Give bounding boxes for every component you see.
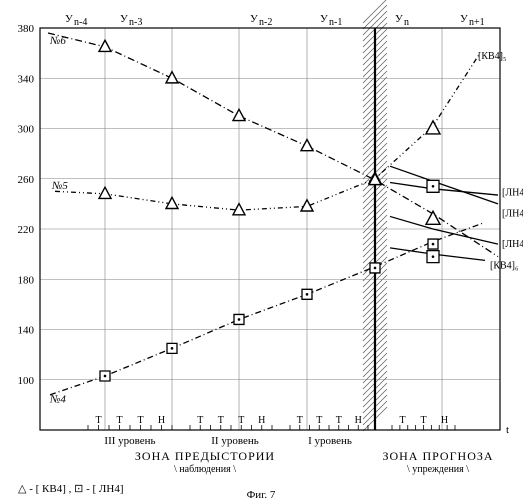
svg-text:У: У [65, 13, 73, 25]
svg-text:340: 340 [18, 73, 35, 85]
svg-text:Т: Т [420, 415, 426, 426]
svg-text:\ наблюдения \: \ наблюдения \ [174, 464, 236, 475]
svg-text:Т: Т [297, 415, 303, 426]
svg-text:[ЛН4]₆: [ЛН4]₆ [502, 208, 523, 219]
svg-text:Н: Н [158, 415, 165, 426]
svg-text:380: 380 [18, 23, 35, 35]
svg-text:III уровень: III уровень [104, 435, 155, 447]
svg-text:[КВ4]₅: [КВ4]₅ [478, 51, 507, 62]
svg-text:Т: Т [399, 415, 405, 426]
svg-text:△ - [ КВ4] , ⊡ - [ ЛН4]: △ - [ КВ4] , ⊡ - [ ЛН4] [18, 483, 123, 495]
svg-text:У: У [395, 13, 403, 25]
svg-text:Фиг. 7: Фиг. 7 [247, 489, 276, 500]
svg-text:n: n [404, 17, 409, 28]
svg-text:№4: №4 [49, 394, 66, 406]
svg-text:n-1: n-1 [329, 17, 342, 28]
svg-text:300: 300 [18, 124, 35, 136]
svg-text:Т: Т [197, 415, 203, 426]
svg-text:t: t [506, 424, 509, 436]
svg-text:Н: Н [258, 415, 265, 426]
svg-text:\ упреждения \: \ упреждения \ [407, 464, 469, 475]
svg-text:[ЛН4]₅: [ЛН4]₅ [502, 188, 523, 199]
svg-text:n+1: n+1 [469, 17, 485, 28]
svg-text:№5: №5 [51, 180, 68, 192]
svg-text:У: У [460, 13, 468, 25]
svg-text:Н: Н [441, 415, 448, 426]
svg-text:Т: Т [316, 415, 322, 426]
svg-text:140: 140 [18, 325, 35, 337]
svg-text:Т: Т [116, 415, 122, 426]
svg-text:У: У [320, 13, 328, 25]
svg-text:220: 220 [18, 224, 35, 236]
svg-text:У: У [250, 13, 258, 25]
svg-text:Т: Т [336, 415, 342, 426]
svg-text:Т: Т [218, 415, 224, 426]
svg-text:[КВ4]₆: [КВ4]₆ [490, 260, 519, 271]
svg-text:У: У [120, 13, 128, 25]
svg-text:ЗОНА ПРЕДЫСТОРИИ: ЗОНА ПРЕДЫСТОРИИ [135, 449, 275, 463]
forecast-chart: 100140180220260300340380Уn-4Уn-3Уn-2Уn-1… [0, 0, 523, 500]
svg-text:n-3: n-3 [129, 17, 142, 28]
svg-text:II уровень: II уровень [211, 435, 259, 447]
svg-text:180: 180 [18, 274, 35, 286]
svg-text:Т: Т [95, 415, 101, 426]
svg-text:260: 260 [18, 174, 35, 186]
svg-text:I уровень: I уровень [308, 435, 352, 447]
svg-text:Т: Т [238, 415, 244, 426]
svg-text:[ЛН4]₄: [ЛН4]₄ [502, 239, 523, 250]
svg-text:Т: Т [137, 415, 143, 426]
svg-text:ЗОНА ПРОГНОЗА: ЗОНА ПРОГНОЗА [382, 449, 493, 463]
svg-text:n-2: n-2 [259, 17, 272, 28]
svg-text:Н: Н [355, 415, 362, 426]
svg-text:n-4: n-4 [74, 17, 87, 28]
svg-text:№6: №6 [49, 35, 66, 47]
svg-text:100: 100 [18, 375, 35, 387]
